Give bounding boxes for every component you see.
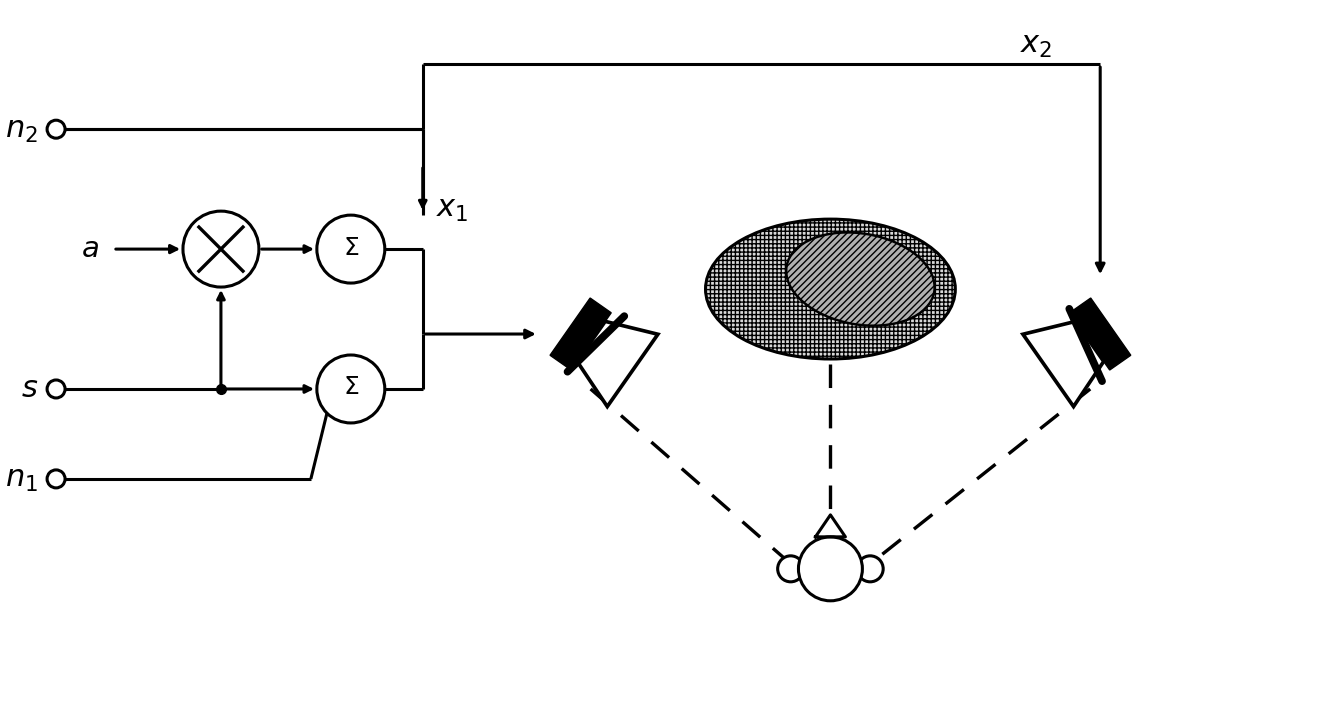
Text: $n_2$: $n_2$ [5,114,37,145]
Polygon shape [1070,298,1130,370]
Polygon shape [550,298,611,370]
Circle shape [317,355,384,423]
Text: $s$: $s$ [21,373,37,405]
Text: $x_1$: $x_1$ [435,193,469,224]
Text: $n_1$: $n_1$ [5,464,37,495]
Ellipse shape [786,232,935,326]
Circle shape [183,211,258,287]
Circle shape [798,537,862,601]
Circle shape [317,215,384,283]
Text: $\Sigma$: $\Sigma$ [343,377,359,400]
Ellipse shape [706,219,955,359]
Circle shape [857,556,884,582]
Polygon shape [577,321,657,406]
Text: $\Sigma$: $\Sigma$ [343,237,359,260]
Polygon shape [1023,321,1103,406]
Text: $x_2$: $x_2$ [1020,29,1052,60]
Text: $a$: $a$ [82,235,99,263]
Circle shape [778,556,803,582]
